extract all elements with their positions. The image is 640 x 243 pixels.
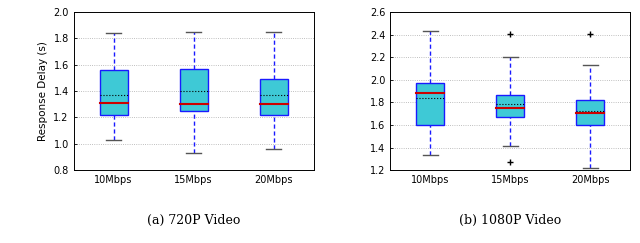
Bar — [260, 79, 287, 115]
Bar — [417, 83, 444, 125]
Bar — [577, 100, 604, 125]
Bar — [497, 95, 524, 117]
Bar — [100, 70, 127, 115]
Bar — [180, 69, 207, 111]
Y-axis label: Response Delay (s): Response Delay (s) — [38, 41, 48, 141]
Text: (a) 720P Video: (a) 720P Video — [147, 214, 240, 227]
Text: (b) 1080P Video: (b) 1080P Video — [460, 214, 561, 227]
